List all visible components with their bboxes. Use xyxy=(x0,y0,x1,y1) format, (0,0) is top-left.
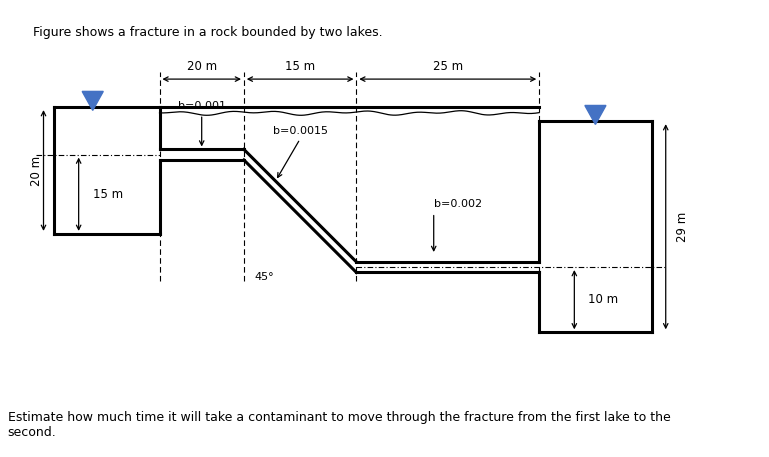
Text: 25 m: 25 m xyxy=(433,60,463,74)
Text: 15 m: 15 m xyxy=(285,60,315,74)
Text: Figure shows a fracture in a rock bounded by two lakes.: Figure shows a fracture in a rock bounde… xyxy=(33,27,383,39)
Text: 20 m: 20 m xyxy=(30,155,43,186)
Text: Estimate how much time it will take a contaminant to move through the fracture f: Estimate how much time it will take a co… xyxy=(8,411,671,439)
Text: b=0.002: b=0.002 xyxy=(434,199,482,209)
Text: 10 m: 10 m xyxy=(588,293,618,306)
Text: b=0.001: b=0.001 xyxy=(178,101,225,111)
Text: b=0.0015: b=0.0015 xyxy=(273,126,328,136)
Polygon shape xyxy=(585,106,606,124)
Text: 20 m: 20 m xyxy=(187,60,217,74)
Text: 15 m: 15 m xyxy=(93,188,123,201)
Polygon shape xyxy=(82,91,103,111)
Text: 45°: 45° xyxy=(255,272,274,282)
Text: 29 m: 29 m xyxy=(676,212,689,242)
